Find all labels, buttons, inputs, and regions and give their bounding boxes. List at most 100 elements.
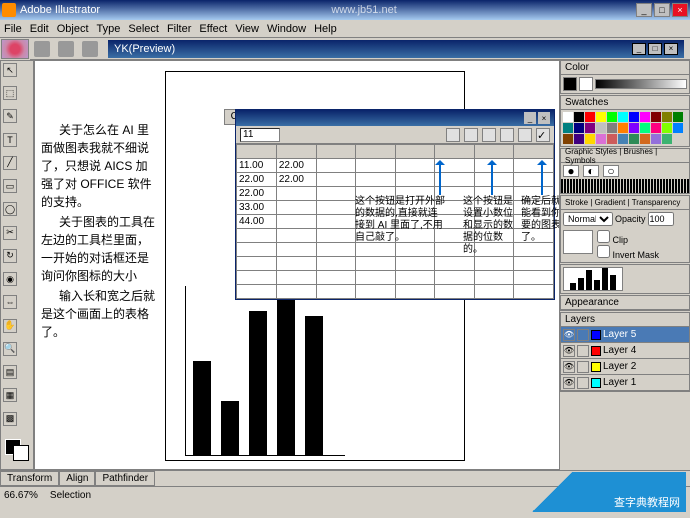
swatch[interactable]	[563, 112, 573, 122]
swap-xy-icon[interactable]	[482, 128, 496, 142]
grid-cell[interactable]	[356, 257, 396, 271]
maximize-button[interactable]: □	[654, 3, 670, 17]
chart-bar[interactable]	[249, 311, 267, 456]
chart-bar[interactable]	[277, 286, 295, 456]
zoom-level[interactable]: 66.67%	[4, 490, 38, 501]
chart-bar[interactable]	[193, 361, 211, 456]
layers-tab[interactable]: Layers	[565, 314, 595, 325]
grid-cell[interactable]	[395, 257, 435, 271]
swatch[interactable]	[585, 112, 595, 122]
lock-icon[interactable]	[577, 345, 589, 357]
swatch[interactable]	[673, 112, 683, 122]
chart-bar[interactable]	[221, 401, 239, 456]
foreground-swatch[interactable]	[563, 77, 577, 91]
grid-cell[interactable]	[276, 201, 316, 215]
tool-13[interactable]: ▤	[3, 365, 17, 379]
swatch[interactable]	[563, 123, 573, 133]
tab-align[interactable]: Align	[59, 471, 95, 486]
opacity-input[interactable]	[648, 212, 674, 226]
revert-icon[interactable]	[518, 128, 532, 142]
grid-cell[interactable]	[435, 285, 475, 299]
tool-7[interactable]: ✂	[3, 226, 17, 240]
menu-select[interactable]: Select	[128, 23, 159, 35]
swatch[interactable]	[618, 123, 628, 133]
swatch[interactable]	[585, 123, 595, 133]
menu-edit[interactable]: Edit	[30, 23, 49, 35]
chart-bar[interactable]	[305, 316, 323, 456]
apply-icon[interactable]: ✓	[536, 128, 550, 142]
tool-4[interactable]: ╱	[3, 156, 17, 170]
brushes-tab[interactable]: Graphic Styles | Brushes | Symbols	[565, 147, 685, 165]
grid-cell[interactable]	[514, 173, 554, 187]
menu-window[interactable]: Window	[267, 23, 306, 35]
stroke-tab[interactable]: Stroke | Gradient | Transparency	[565, 198, 680, 207]
appearance-tab[interactable]: Appearance	[565, 297, 619, 308]
color-spectrum[interactable]	[595, 79, 687, 89]
minimize-button[interactable]: _	[636, 3, 652, 17]
layer-row[interactable]: 👁Layer 4	[561, 343, 689, 359]
tool-10[interactable]: ⇔	[3, 295, 17, 309]
grid-cell[interactable]	[316, 201, 356, 215]
background-swatch[interactable]	[579, 77, 593, 91]
swatch[interactable]	[585, 134, 595, 144]
swatch[interactable]	[607, 123, 617, 133]
swatches-tab[interactable]: Swatches	[565, 97, 608, 108]
grid-cell[interactable]	[435, 257, 475, 271]
transpose-icon[interactable]	[464, 128, 478, 142]
grid-cell[interactable]	[237, 243, 277, 257]
tab-transform[interactable]: Transform	[0, 471, 59, 486]
visibility-icon[interactable]: 👁	[563, 329, 575, 341]
menu-filter[interactable]: Filter	[167, 23, 191, 35]
doc-close-button[interactable]: ×	[664, 43, 678, 55]
grid-cell[interactable]	[356, 145, 396, 159]
grid-cell[interactable]	[276, 215, 316, 229]
swatch[interactable]	[618, 134, 628, 144]
mask-thumb[interactable]	[563, 230, 593, 254]
grid-cell[interactable]	[474, 271, 514, 285]
doc-min-button[interactable]: _	[632, 43, 646, 55]
tool-12[interactable]: 🔍	[3, 342, 17, 356]
grid-cell[interactable]	[276, 243, 316, 257]
swatch[interactable]	[607, 134, 617, 144]
tool-8[interactable]: ↻	[3, 249, 17, 263]
blend-mode-select[interactable]: Normal	[563, 212, 613, 226]
grid-cell[interactable]	[435, 271, 475, 285]
grid-cell[interactable]	[514, 159, 554, 173]
brush-icon[interactable]	[34, 41, 50, 57]
swatch[interactable]	[574, 112, 584, 122]
grid-cell[interactable]	[514, 243, 554, 257]
tool-5[interactable]: ▭	[3, 179, 17, 193]
grid-cell[interactable]	[514, 257, 554, 271]
grid-cell[interactable]	[514, 285, 554, 299]
grid-cell[interactable]: 22.00	[237, 173, 277, 187]
grid-cell[interactable]	[316, 187, 356, 201]
dialog-close-button[interactable]: ×	[538, 112, 550, 124]
grid-cell[interactable]	[237, 229, 277, 243]
swatch[interactable]	[640, 112, 650, 122]
grid-cell[interactable]: 11.00	[237, 159, 277, 173]
swatch[interactable]	[563, 134, 573, 144]
tool-11[interactable]: ✋	[3, 319, 17, 333]
grid-cell[interactable]	[395, 271, 435, 285]
grid-cell[interactable]	[276, 145, 316, 159]
grid-cell[interactable]	[276, 257, 316, 271]
brush2-icon[interactable]	[58, 41, 74, 57]
dialog-min-button[interactable]: _	[524, 112, 536, 124]
menu-type[interactable]: Type	[97, 23, 121, 35]
grid-cell[interactable]	[316, 229, 356, 243]
layer-row[interactable]: 👁Layer 2	[561, 359, 689, 375]
swatch[interactable]	[629, 112, 639, 122]
menu-file[interactable]: File	[4, 23, 22, 35]
tool-0[interactable]: ↖	[3, 63, 17, 77]
grid-cell[interactable]	[316, 285, 356, 299]
canvas-area[interactable]: CharacterParagraphonType 关于怎么在 AI 里面做图表我…	[34, 60, 560, 470]
grid-cell[interactable]	[237, 257, 277, 271]
cell-value-input[interactable]	[240, 128, 280, 142]
grid-cell[interactable]	[316, 243, 356, 257]
import-data-icon[interactable]	[446, 128, 460, 142]
grid-cell[interactable]	[316, 215, 356, 229]
dialog-titlebar[interactable]: _ ×	[236, 110, 554, 126]
tool-3[interactable]: T	[3, 133, 17, 147]
visibility-icon[interactable]: 👁	[563, 345, 575, 357]
grid-cell[interactable]: 22.00	[276, 159, 316, 173]
